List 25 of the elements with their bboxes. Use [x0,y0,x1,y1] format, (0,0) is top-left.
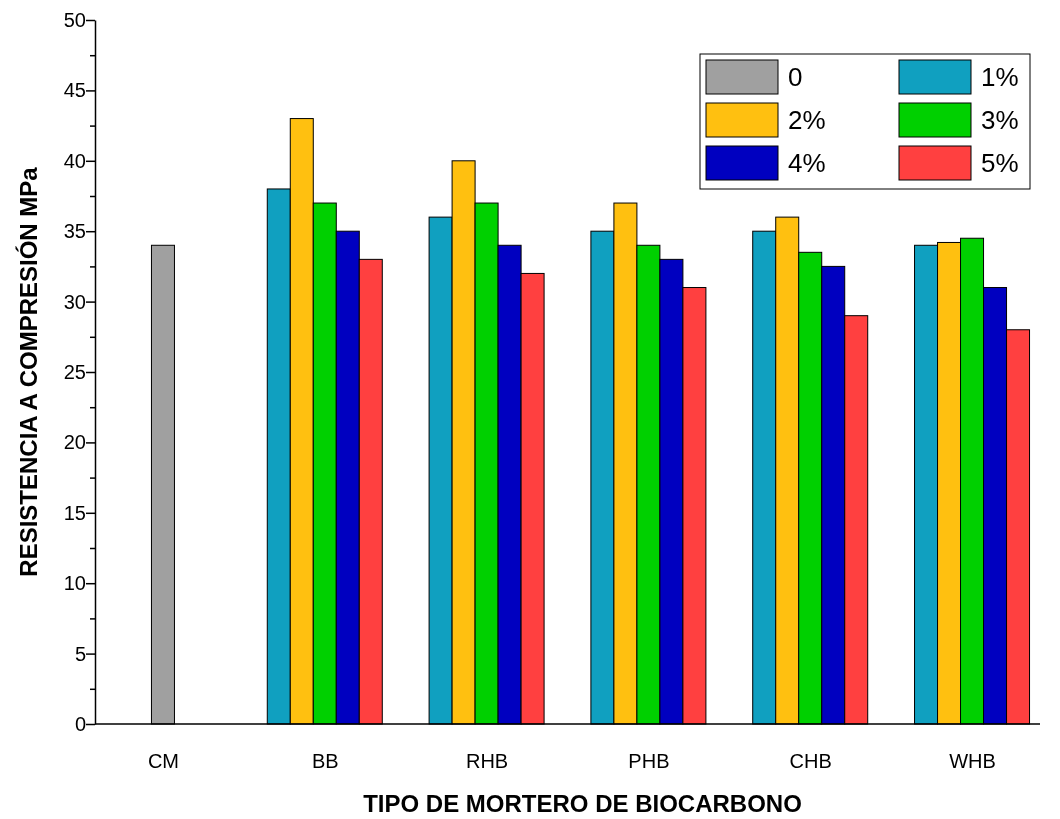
legend-label: 2% [788,105,826,135]
y-tick-label: 0 [74,712,86,735]
y-tick-label: 35 [63,220,86,243]
y-axis-title: RESISTENCIA A COMPRESIÓN MPa [15,166,42,577]
y-tick-label: 5 [74,642,86,665]
y-tick-label: 30 [63,290,86,313]
y-tick-label: 25 [63,360,86,383]
x-tick-label: CM [147,750,180,773]
legend-label: 5% [981,148,1019,178]
y-tick-label: 20 [63,431,86,454]
legend-label: 0 [788,62,803,92]
legend-label: 1% [981,62,1019,92]
y-tick-label: 40 [63,149,86,172]
x-axis-title: TIPO DE MORTERO DE BIOCARBONO [363,790,802,817]
x-tick-label: CHB [789,750,832,773]
x-tick-label: WHB [949,750,996,773]
legend-label: 3% [981,105,1019,135]
x-tick-label: PHB [628,750,670,773]
y-tick-label: 10 [63,572,86,595]
y-tick-label: 15 [63,501,86,524]
y-tick-label: 50 [63,8,86,31]
y-tick-label: 45 [63,79,86,102]
x-tick-label: RHB [465,750,509,773]
legend-label: 4% [788,148,826,178]
x-tick-label: BB [311,750,339,773]
